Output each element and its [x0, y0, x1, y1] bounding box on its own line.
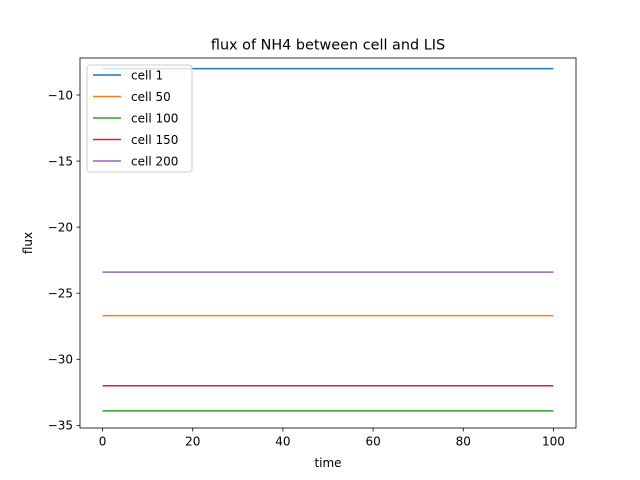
legend-box: [86, 64, 193, 173]
plot-frame: [79, 57, 577, 429]
legend: cell 1 cell 50 cell 100 cell 150 cell 200: [86, 64, 193, 173]
legend-label-4: cell 150: [131, 133, 178, 147]
y-tick-label: −35: [48, 419, 73, 433]
x-tick-label: 20: [185, 435, 200, 449]
x-tick-label: 100: [542, 435, 565, 449]
y-axis-label: flux: [21, 232, 35, 254]
legend-label-5: cell 200: [131, 154, 178, 168]
y-axis-ticks: −35 −30 −25 −20 −15 −10: [48, 88, 80, 433]
legend-label-3: cell 100: [131, 111, 178, 125]
legend-label-2: cell 50: [131, 90, 171, 104]
x-axis-label: time: [314, 456, 341, 470]
y-tick-label: −30: [48, 353, 73, 367]
x-tick-label: 40: [275, 435, 290, 449]
y-tick-label: −25: [48, 287, 73, 301]
legend-label-1: cell 1: [131, 68, 163, 82]
y-tick-label: −15: [48, 154, 73, 168]
x-tick-label: 0: [99, 435, 107, 449]
chart-title: flux of NH4 between cell and LIS: [211, 38, 445, 54]
x-tick-label: 60: [365, 435, 380, 449]
y-tick-label: −10: [48, 88, 73, 102]
y-tick-label: −20: [48, 220, 73, 234]
x-axis-ticks: 0 20 40 60 80 100: [99, 428, 565, 449]
x-tick-label: 80: [456, 435, 471, 449]
